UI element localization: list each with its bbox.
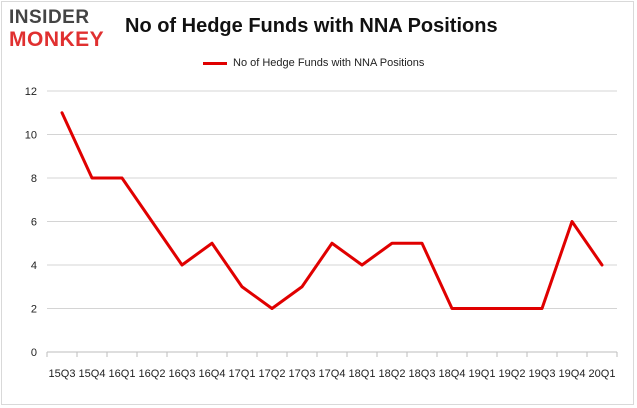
legend-swatch bbox=[203, 61, 227, 65]
data-point bbox=[240, 285, 244, 288]
chart-legend: No of Hedge Funds with NNA Positions bbox=[203, 57, 424, 69]
data-point bbox=[330, 242, 334, 245]
x-tick-label: 18Q2 bbox=[379, 368, 406, 380]
logo-text-bottom: MONKEY bbox=[9, 28, 105, 51]
x-tick-label: 15Q3 bbox=[49, 368, 76, 380]
y-tick-label: 12 bbox=[25, 86, 37, 98]
data-point bbox=[540, 307, 544, 310]
data-point bbox=[360, 263, 364, 267]
data-point bbox=[600, 263, 604, 267]
y-tick-label: 6 bbox=[31, 217, 37, 229]
x-tick-label: 16Q4 bbox=[199, 368, 226, 380]
y-tick-label: 10 bbox=[25, 130, 37, 142]
y-tick-label: 4 bbox=[31, 260, 37, 272]
data-point bbox=[270, 307, 274, 310]
x-tick-label: 19Q3 bbox=[529, 368, 556, 380]
chart-title: No of Hedge Funds with NNA Positions bbox=[125, 15, 498, 37]
data-point bbox=[480, 307, 484, 310]
x-tick-label: 16Q2 bbox=[139, 368, 166, 380]
series-line bbox=[60, 111, 604, 310]
data-point bbox=[420, 242, 424, 245]
data-point bbox=[150, 220, 154, 223]
x-tick-label: 18Q1 bbox=[349, 368, 376, 380]
data-point bbox=[60, 111, 64, 114]
x-tick-label: 18Q3 bbox=[409, 368, 436, 380]
x-tick-label: 18Q4 bbox=[439, 368, 466, 380]
x-tick-label: 15Q4 bbox=[79, 368, 106, 380]
x-tick-label: 17Q2 bbox=[259, 368, 286, 380]
data-point bbox=[210, 242, 214, 245]
x-tick-label: 16Q3 bbox=[169, 368, 196, 380]
y-tick-label: 2 bbox=[31, 304, 37, 316]
data-point bbox=[570, 220, 574, 223]
logo-text-top: INSIDER bbox=[9, 7, 90, 28]
data-point bbox=[450, 307, 454, 310]
data-point bbox=[90, 176, 94, 180]
insider-monkey-logo: INSIDER MONKEY bbox=[9, 8, 119, 56]
x-tick-label: 17Q4 bbox=[319, 368, 346, 380]
x-tick-label: 16Q1 bbox=[109, 368, 136, 380]
x-tick-label: 19Q2 bbox=[499, 368, 526, 380]
x-tick-label: 17Q3 bbox=[289, 368, 316, 380]
data-point bbox=[120, 176, 124, 180]
x-tick-label: 20Q1 bbox=[589, 368, 616, 380]
legend-label: No of Hedge Funds with NNA Positions bbox=[233, 57, 425, 69]
data-point bbox=[300, 285, 304, 288]
data-point bbox=[390, 242, 394, 245]
data-point bbox=[510, 307, 514, 310]
y-tick-label: 8 bbox=[31, 173, 37, 185]
x-tick-label: 17Q1 bbox=[229, 368, 256, 380]
x-tick-label: 19Q1 bbox=[469, 368, 496, 380]
y-tick-label: 0 bbox=[31, 347, 37, 359]
x-tick-label: 19Q4 bbox=[559, 368, 586, 380]
data-point bbox=[180, 263, 184, 267]
